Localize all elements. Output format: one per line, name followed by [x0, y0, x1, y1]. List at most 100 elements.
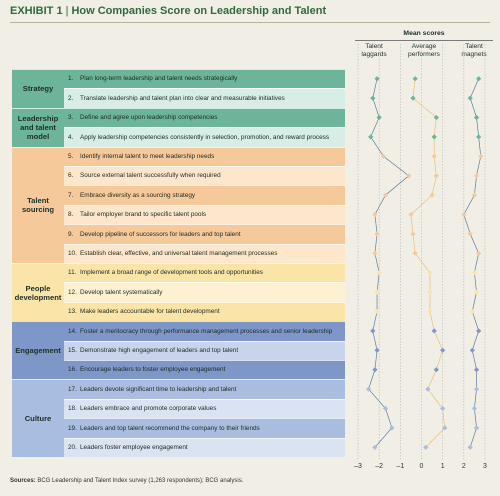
exhibit-number: EXHIBIT 1: [10, 5, 63, 17]
practice-row: 13. Make leaders accountable for talent d…: [64, 301, 345, 322]
data-point: [372, 211, 378, 218]
practice-number: 5.: [68, 153, 74, 161]
practice-number: 10.: [68, 250, 77, 258]
data-point: [423, 444, 429, 450]
practice-number: 1.: [68, 75, 74, 83]
data-point: [425, 386, 431, 392]
title-separator: |: [65, 5, 69, 17]
practice-text: Encourage leaders to foster employee eng…: [80, 366, 226, 374]
practice-text: Develop pipeline of successors for leade…: [80, 230, 241, 238]
practice-row: 10. Establish clear, effective, and unive…: [64, 243, 345, 263]
data-point: [461, 211, 467, 218]
practice-number: 9.: [68, 230, 74, 238]
series-header-laggards: Talent laggards: [361, 43, 387, 58]
data-point: [473, 289, 480, 295]
data-point: [473, 173, 480, 179]
practice-text: Establish clear, effective, and universa…: [80, 250, 278, 258]
practice-text: Implement a broad range of development t…: [80, 269, 263, 277]
exhibit-title: EXHIBIT 1 | How Companies Score on Leaders…: [10, 5, 326, 17]
practice-text: Plan long-term leadership and talent nee…: [80, 75, 238, 83]
category-label: Talent sourcing: [12, 146, 64, 263]
data-point: [473, 425, 480, 431]
data-point: [469, 347, 475, 353]
practice-text: Embrace diversity as a sourcing strategy: [80, 191, 196, 199]
data-point: [431, 134, 437, 140]
practice-row: 8. Tailor employer brand to specific tale…: [64, 204, 345, 225]
data-point: [370, 95, 376, 101]
chart-title: How Companies Score on Leadership and Ta…: [71, 5, 327, 17]
practice-row: 18. Leaders embrace and promote corporate…: [64, 398, 345, 419]
data-point: [374, 308, 380, 315]
practice-text: Leaders foster employee engagement: [80, 444, 188, 452]
data-point: [372, 250, 378, 256]
practice-text: Leaders embrace and promote corporate va…: [80, 405, 217, 413]
practice-number: 4.: [68, 133, 74, 141]
practice-row: 2. Translate leadership and talent plan i…: [64, 88, 345, 108]
practice-number: 16.: [68, 366, 77, 374]
category-label: Leadership and talent model: [12, 107, 64, 147]
data-point: [440, 347, 446, 353]
practice-row: 4. Apply leadership competencies consiste…: [64, 127, 345, 147]
x-tick-label: 3: [483, 463, 487, 470]
practice-text: Tailor employer brand to specific talent…: [80, 211, 207, 219]
series-line: [368, 78, 410, 448]
practice-text: Translate leadership and talent plan int…: [80, 94, 285, 102]
data-point: [410, 95, 416, 101]
practice-row: 20. Leaders foster employee engagement: [64, 437, 345, 457]
mean-scores-title: Mean scores: [403, 30, 445, 37]
practice-text: Develop talent systematically: [80, 288, 163, 296]
mean-scores-rule: [355, 40, 493, 41]
x-tick-label: 1: [441, 463, 445, 470]
series-line: [463, 78, 482, 448]
practice-number: 7.: [68, 191, 74, 199]
practice-row: 11. Implement a broad range of developmen…: [64, 263, 345, 283]
sources-text: BCG Leadership and Talent Index survey (…: [37, 478, 244, 484]
data-point: [471, 270, 478, 276]
practice-number: 13.: [68, 308, 77, 316]
practice-row: 19. Leaders and top talent recommend the …: [64, 418, 345, 438]
practice-row: 17. Leaders devote significant time to le…: [64, 379, 345, 399]
data-point: [476, 76, 482, 82]
practice-text: Apply leadership competencies consistent…: [80, 133, 330, 141]
series-header-magnets: Talent magnets: [461, 43, 487, 58]
data-point: [382, 192, 389, 198]
practice-number: 14.: [68, 327, 77, 335]
practice-row: 7. Embrace diversity as a sourcing strate…: [64, 185, 345, 205]
data-point: [469, 308, 475, 315]
data-point: [471, 405, 478, 412]
x-tick-label: –1: [396, 463, 404, 470]
practice-number: 15.: [68, 347, 77, 355]
data-point: [433, 173, 439, 179]
data-point: [412, 76, 418, 82]
practice-row: 5. Identify internal talent to meet leade…: [64, 146, 345, 166]
practice-row: 15. Demonstrate high engagement of leader…: [64, 340, 345, 360]
category-label: Culture: [12, 379, 64, 457]
data-point: [370, 328, 376, 334]
data-point: [473, 367, 480, 373]
x-tick-label: –3: [354, 463, 362, 470]
data-point: [476, 328, 482, 334]
category-label: People development: [12, 263, 64, 322]
practice-row: 12. Develop talent systematically: [64, 282, 345, 302]
data-point: [467, 231, 473, 237]
practice-number: 19.: [68, 424, 77, 432]
title-rule: [10, 22, 490, 23]
practice-number: 2.: [68, 94, 74, 102]
practice-text: Define and agree upon leadership compete…: [80, 114, 218, 122]
data-point: [471, 192, 478, 198]
data-point: [476, 134, 482, 140]
practice-number: 18.: [68, 405, 77, 413]
data-point: [467, 95, 473, 101]
sources-label: Sources:: [10, 478, 36, 484]
data-point: [431, 153, 437, 159]
practice-text: Leaders devote significant time to leade…: [80, 385, 237, 393]
practice-number: 6.: [68, 172, 74, 180]
practice-row: 3. Define and agree upon leadership compe…: [64, 107, 345, 128]
data-point: [427, 289, 433, 295]
practice-text: Identify internal talent to meet leaders…: [80, 153, 215, 161]
practice-text: Demonstrate high engagement of leaders a…: [80, 347, 239, 355]
practice-text: Make leaders accountable for talent deve…: [80, 308, 220, 316]
category-label: Engagement: [12, 321, 64, 380]
category-label: Strategy: [12, 69, 64, 108]
data-point: [376, 270, 382, 276]
